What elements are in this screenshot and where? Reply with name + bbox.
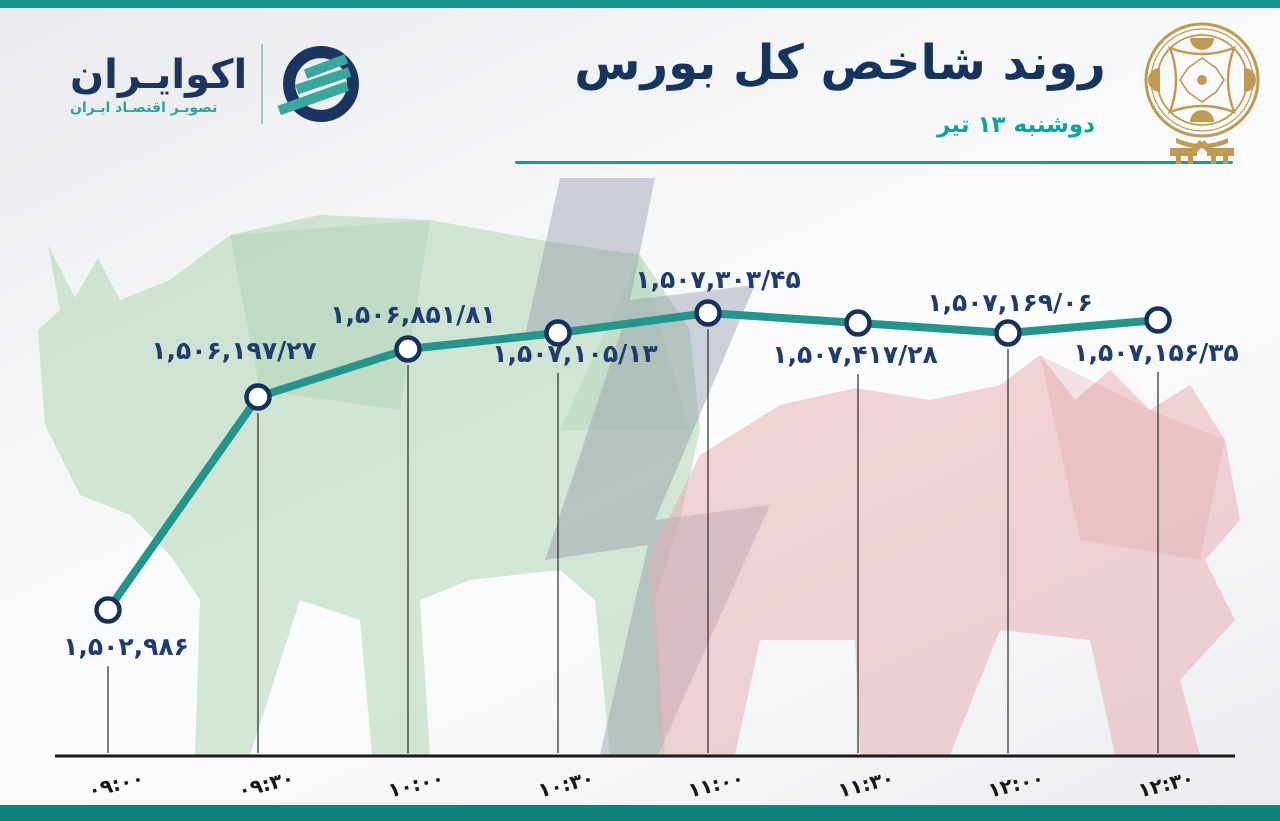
data-point-label: ۱,۵۰۶,۸۵۱/۸۱: [330, 300, 496, 329]
data-point-marker: [844, 309, 872, 337]
brand-name: اکوایـران: [70, 52, 248, 98]
index-polyline: [104, 309, 1162, 614]
data-point-marker: [394, 335, 422, 363]
brand-divider: [261, 44, 264, 124]
data-point-marker: [244, 383, 272, 411]
header-rule: [515, 161, 1233, 164]
data-point-marker: [544, 319, 572, 347]
bear-silhouette: [648, 355, 1240, 755]
brand-tagline: تصویـر اقتصـاد ایـران: [70, 100, 218, 116]
data-point-label: ۱,۵۰۷,۴۱۷/۲۸: [772, 340, 938, 369]
data-point-label: ۱,۵۰۷,۳۰۳/۴۵: [635, 265, 801, 294]
data-point-marker: [1144, 306, 1172, 334]
data-point-marker: [994, 319, 1022, 347]
ecoiran-logo-mark-icon: [277, 46, 360, 122]
data-point-label: ۱,۵۰۶,۱۹۷/۲۷: [151, 336, 317, 365]
data-point-label: ۱,۵۰۷,۱۵۶/۳۵: [1073, 338, 1239, 367]
bull-facet: [560, 255, 690, 430]
x-axis-label: ۱۲:۰۰: [985, 765, 1047, 803]
ecoiran-logo: اکوایـران تصویـر اقتصـاد ایـران: [70, 40, 365, 128]
bull-silhouette: [38, 215, 700, 755]
title-block: روند شاخص کل بورس: [560, 35, 1120, 91]
data-point-label: ۱,۵۰۷,۱۶۹/۰۶: [927, 288, 1093, 317]
stock-exchange-emblem-icon: [1144, 22, 1260, 164]
x-axis-label: ۰۹:۰۰: [85, 765, 147, 803]
drop-lines: [107, 329, 1159, 753]
bull-facet: [230, 220, 430, 410]
page-title: روند شاخص کل بورس: [574, 35, 1106, 91]
top-accent-strip: [0, 0, 1280, 8]
x-axis-label: ۱۱:۳۰: [835, 765, 897, 803]
bear-facet: [1040, 355, 1225, 560]
data-point-label: ۱,۵۰۲,۹۸۶: [63, 632, 189, 661]
x-axis-label: ۱۱:۰۰: [685, 765, 747, 803]
date-label: دوشنبه ۱۳ تیر: [937, 112, 1095, 138]
x-axis-label: ۱۰:۳۰: [535, 765, 597, 803]
data-point-marker: [694, 299, 722, 327]
data-point-label: ۱,۵۰۷,۱۰۵/۱۳: [492, 339, 658, 368]
ecoiran-logo-text: اکوایـران تصویـر اقتصـاد ایـران: [70, 52, 247, 116]
x-axis-label: ۰۹:۳۰: [235, 765, 297, 803]
data-point-marker: [94, 596, 122, 624]
bottom-accent-strip: [0, 805, 1280, 821]
x-axis-label: ۱۲:۳۰: [1135, 765, 1197, 803]
x-axis-label: ۱۰:۰۰: [385, 765, 447, 803]
index-line: [104, 309, 1162, 614]
data-point-markers: [94, 299, 1172, 624]
